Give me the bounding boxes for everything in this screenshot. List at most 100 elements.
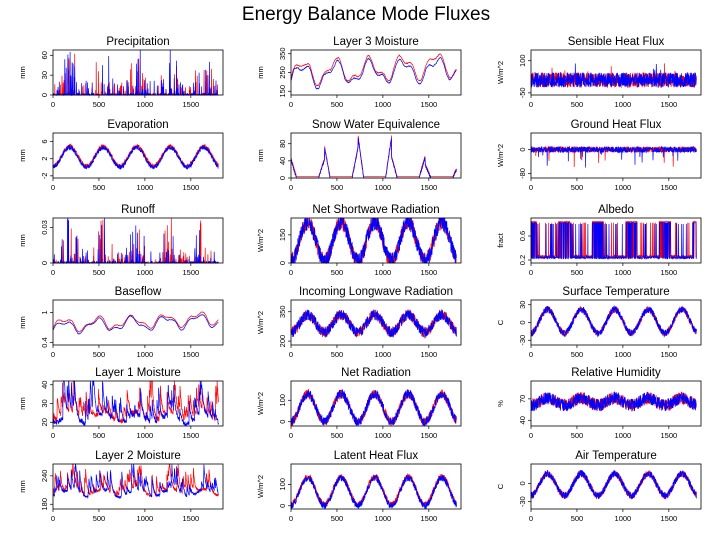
x-tick-label: 500 [331, 183, 344, 192]
x-tick-label: 1500 [660, 268, 677, 277]
series-line-red [290, 53, 457, 87]
plot-frame [290, 299, 462, 346]
y-axis-label: mm [256, 149, 265, 162]
x-tick-label: 1000 [615, 514, 632, 523]
plot-frame [290, 463, 462, 510]
y-tick-label: 0 [518, 320, 527, 324]
x-tick-label: 1500 [660, 100, 677, 109]
x-tick-label: 1500 [420, 431, 437, 440]
x-tick-label: 500 [571, 350, 584, 359]
y-tick-label: 0 [40, 261, 49, 265]
x-tick-label: 0 [289, 183, 293, 192]
x-tick-label: 1500 [182, 514, 199, 523]
x-tick-label: 1500 [420, 183, 437, 192]
panel-title: Ground Heat Flux [571, 119, 662, 131]
y-tick-label: 350 [278, 47, 287, 60]
x-tick-label: 1000 [615, 268, 632, 277]
y-tick-label: -50 [518, 87, 527, 98]
series-line-blue [531, 222, 697, 260]
y-axis-label: mm [256, 66, 265, 79]
y-axis-label: C [496, 319, 505, 325]
panel-title: Runoff [121, 204, 155, 216]
y-axis-label: mm [18, 66, 27, 79]
y-axis-label: fract [496, 232, 505, 248]
plot-frame [52, 299, 224, 346]
x-tick-label: 500 [93, 268, 106, 277]
panel-incoming-longwave-radiation: Incoming Longwave Radiation W/m^2 0 500 1000… [256, 286, 462, 359]
x-tick-label: 0 [289, 350, 293, 359]
y-axis-label: C [496, 483, 505, 489]
y-tick-label: 40 [40, 381, 49, 389]
panel-title: Layer 2 Moisture [95, 450, 181, 462]
y-tick-label: 40 [518, 416, 527, 424]
series-line-blue [530, 392, 697, 412]
x-tick-label: 0 [51, 100, 55, 109]
plot-frame [290, 132, 462, 179]
x-tick-label: 1000 [615, 431, 632, 440]
plot-frame [530, 463, 702, 510]
y-tick-label: 0 [40, 93, 49, 97]
x-tick-label: 0 [529, 100, 533, 109]
panel-precipitation: Precipitation mm 0 500 1000 1500 0 30 60 [18, 36, 224, 109]
plot-frame [52, 217, 224, 264]
panel-title: Layer 1 Moisture [95, 367, 181, 379]
x-tick-label: 1000 [375, 514, 392, 523]
x-tick-label: 1000 [137, 268, 154, 277]
y-tick-label: 0 [278, 504, 287, 508]
x-tick-label: 1000 [375, 100, 392, 109]
x-tick-label: 500 [331, 268, 344, 277]
y-tick-label: 100 [278, 394, 287, 407]
panel-runoff: Runoff mm 0 500 1000 1500 0 0.03 [18, 204, 224, 277]
x-tick-label: 1500 [182, 431, 199, 440]
y-axis-label: mm [18, 480, 27, 493]
x-tick-label: 0 [529, 268, 533, 277]
y-axis-label: W/m^2 [256, 229, 265, 252]
x-tick-label: 1000 [137, 431, 154, 440]
plot-frame [52, 49, 224, 96]
series-line-red [52, 463, 219, 498]
y-tick-label: 6 [40, 139, 49, 143]
x-tick-label: 0 [289, 514, 293, 523]
y-axis-label: mm [18, 234, 27, 247]
y-axis-label: W/m^2 [496, 61, 505, 84]
plot-frame [290, 217, 462, 264]
x-tick-label: 500 [571, 100, 584, 109]
x-tick-label: 1500 [182, 100, 199, 109]
panel-albedo: Albedo fract 0 500 1000 1500 0.2 0.6 [496, 204, 702, 277]
y-axis-label: mm [18, 316, 27, 329]
x-tick-label: 500 [571, 183, 584, 192]
x-tick-label: 1500 [660, 514, 677, 523]
panel-title: Baseflow [115, 286, 162, 298]
panel-snow-water-equivalence: Snow Water Equivalence mm 0 500 1000 1500 0 40 8… [256, 119, 462, 192]
x-tick-label: 500 [571, 431, 584, 440]
x-tick-label: 1000 [137, 350, 154, 359]
series-line-red [52, 380, 219, 424]
x-tick-label: 1000 [375, 350, 392, 359]
x-tick-label: 500 [93, 350, 106, 359]
x-tick-label: 1500 [420, 100, 437, 109]
x-tick-label: 1000 [375, 183, 392, 192]
x-tick-label: 0 [51, 514, 55, 523]
panel-title: Air Temperature [575, 450, 657, 462]
series-line-blue [530, 63, 697, 88]
plot-frame [530, 132, 702, 179]
x-tick-label: 1500 [420, 268, 437, 277]
plot-frame [52, 380, 224, 427]
panel-relative-humidity: Relative Humidity% 0 500 1000 1500 40 70 [496, 367, 702, 440]
x-tick-label: 1000 [615, 183, 632, 192]
x-tick-label: 0 [51, 268, 55, 277]
x-tick-label: 500 [93, 100, 106, 109]
panel-latent-heat-flux: Latent Heat Flux W/m^2 0 500 1000 1500 0 100 [256, 450, 462, 523]
series-line-red [52, 311, 219, 333]
y-tick-label: 0 [518, 481, 527, 485]
x-tick-label: 1500 [182, 350, 199, 359]
y-axis-label: W/m^2 [256, 392, 265, 415]
x-tick-label: 500 [331, 431, 344, 440]
plot-frame [290, 380, 462, 427]
x-tick-label: 0 [51, 431, 55, 440]
y-axis-label: W/m^2 [256, 475, 265, 498]
x-tick-label: 500 [331, 514, 344, 523]
